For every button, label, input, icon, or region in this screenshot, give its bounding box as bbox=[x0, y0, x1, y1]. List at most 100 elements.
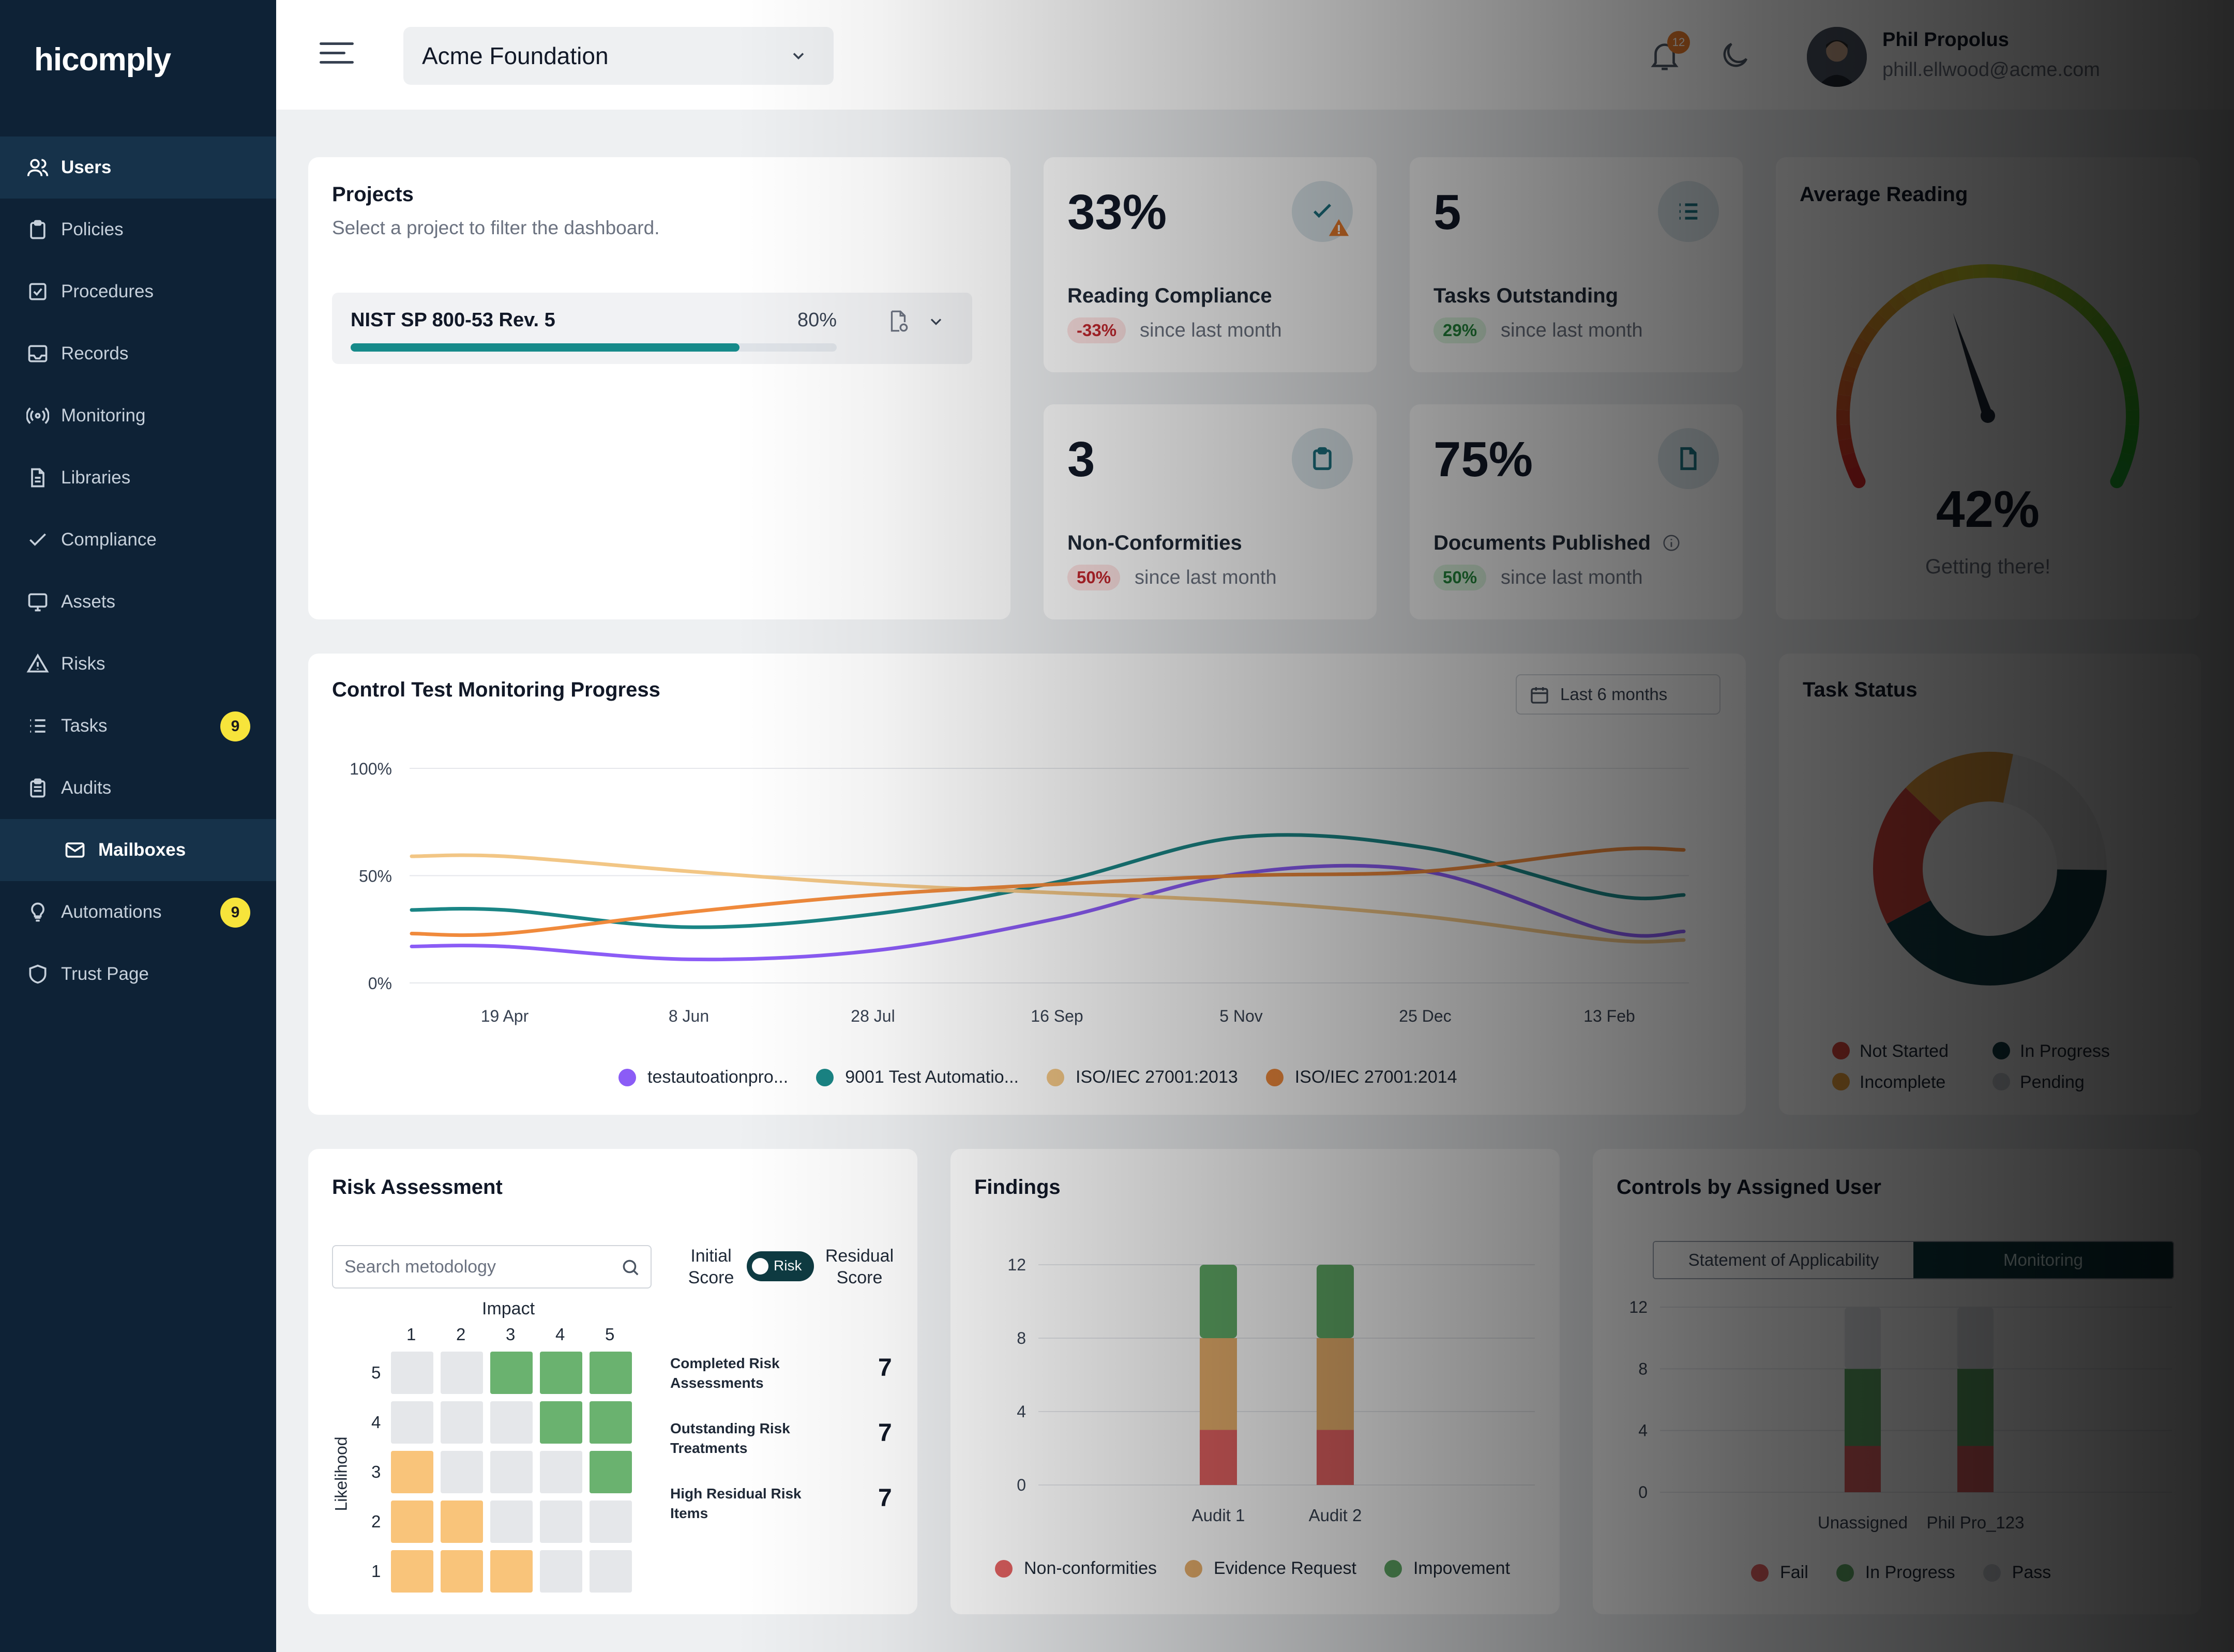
sidebar-item-tasks[interactable]: Tasks 9 bbox=[0, 695, 276, 757]
project-row[interactable]: NIST SP 800-53 Rev. 5 80% bbox=[332, 293, 972, 364]
sidebar-item-monitoring[interactable]: Monitoring bbox=[0, 385, 276, 447]
legend-label: Incomplete bbox=[1860, 1072, 1945, 1092]
legend-item[interactable]: Fail bbox=[1751, 1563, 1808, 1583]
legend-label: Pending bbox=[2020, 1072, 2085, 1092]
findings-bar-chart: 0 4 8 12 Audit 1 Audit 2 bbox=[1007, 1255, 1535, 1525]
sidebar-item-mailboxes[interactable]: Mailboxes bbox=[0, 819, 276, 881]
y-tick-label: 8 bbox=[1638, 1359, 1648, 1378]
risk-cell[interactable] bbox=[590, 1401, 632, 1444]
risk-cell[interactable] bbox=[441, 1501, 483, 1543]
y-tick-label: 0 bbox=[1638, 1483, 1648, 1502]
checkbox-icon bbox=[26, 280, 50, 304]
legend-label: ISO/IEC 27001:2014 bbox=[1294, 1067, 1457, 1087]
menu-icon[interactable] bbox=[320, 42, 354, 64]
risk-cell[interactable] bbox=[590, 1451, 632, 1493]
stat-change-badge: 50% bbox=[1433, 565, 1487, 590]
sidebar-item-trust-page[interactable]: Trust Page bbox=[0, 943, 276, 1005]
sidebar-item-automations[interactable]: Automations 9 bbox=[0, 881, 276, 943]
risk-cell[interactable] bbox=[590, 1501, 632, 1543]
likelihood-label: Likelihood bbox=[331, 1436, 351, 1511]
risk-cell[interactable] bbox=[441, 1401, 483, 1444]
sidebar-item-policies[interactable]: Policies bbox=[0, 199, 276, 261]
legend-item[interactable]: Evidence Request bbox=[1184, 1558, 1356, 1579]
risk-cell[interactable] bbox=[540, 1451, 582, 1493]
chevron-down-icon[interactable] bbox=[927, 312, 945, 331]
risk-cell[interactable] bbox=[391, 1501, 433, 1543]
list-icon bbox=[26, 714, 50, 738]
sidebar-item-risks[interactable]: Risks bbox=[0, 633, 276, 695]
controls-legend: Fail In Progress Pass bbox=[1751, 1563, 2079, 1583]
sidebar-item-label: Policies bbox=[61, 219, 124, 239]
risk-cell[interactable] bbox=[540, 1550, 582, 1593]
sidebar-item-audits[interactable]: Audits bbox=[0, 757, 276, 819]
avatar[interactable] bbox=[1807, 27, 1867, 87]
sidebar-item-assets[interactable]: Assets bbox=[0, 571, 276, 633]
legend-swatch bbox=[1983, 1564, 2001, 1582]
sidebar-item-libraries[interactable]: Libraries bbox=[0, 447, 276, 509]
stat-value: 33% bbox=[1067, 185, 1167, 240]
risk-cell[interactable] bbox=[490, 1451, 533, 1493]
risk-cell[interactable] bbox=[540, 1401, 582, 1444]
risk-cell[interactable] bbox=[441, 1352, 483, 1394]
risk-cell[interactable] bbox=[391, 1401, 433, 1444]
legend-item[interactable]: testautoationpro... bbox=[618, 1067, 788, 1087]
legend-item[interactable]: 9001 Test Automatio... bbox=[816, 1067, 1019, 1087]
risk-cell[interactable] bbox=[490, 1401, 533, 1444]
gauge-arc-segment bbox=[1927, 271, 1946, 290]
risk-cell[interactable] bbox=[441, 1451, 483, 1493]
count-badge: 9 bbox=[220, 898, 250, 928]
stat-change-badge: -33% bbox=[1067, 317, 1126, 343]
y-tick-label: 12 bbox=[1629, 1298, 1648, 1316]
list-icon bbox=[1658, 181, 1719, 242]
sidebar-item-label: Users bbox=[61, 157, 112, 177]
legend-item[interactable]: ISO/IEC 27001:2013 bbox=[1047, 1067, 1238, 1087]
gauge-arc-segment bbox=[2121, 438, 2138, 456]
sidebar-item-label: Tasks bbox=[61, 716, 108, 736]
likelihood-tick: 4 bbox=[371, 1413, 381, 1432]
findings-legend: Non-conformities Evidence Request Impoveme… bbox=[995, 1558, 1538, 1579]
info-icon[interactable] bbox=[1662, 533, 1681, 553]
document-icon bbox=[26, 466, 50, 490]
sidebar-item-label: Monitoring bbox=[61, 405, 146, 426]
legend-label: testautoationpro... bbox=[647, 1067, 789, 1087]
sidebar-item-compliance[interactable]: Compliance bbox=[0, 509, 276, 571]
risk-cell[interactable] bbox=[490, 1550, 533, 1593]
search-input[interactable]: Search metodology bbox=[332, 1245, 652, 1289]
y-tick-label: 100% bbox=[350, 760, 392, 778]
sidebar-item-records[interactable]: Records bbox=[0, 323, 276, 385]
lightbulb-icon bbox=[26, 900, 50, 924]
risk-cell[interactable] bbox=[441, 1550, 483, 1593]
shield-icon bbox=[26, 962, 50, 986]
risk-toggle[interactable]: Risk bbox=[747, 1251, 814, 1281]
x-tick-label: 5 Nov bbox=[1219, 1007, 1263, 1025]
initial-score-label: Initial Score bbox=[688, 1246, 734, 1287]
moon-icon[interactable] bbox=[1718, 38, 1752, 72]
risk-cell[interactable] bbox=[391, 1451, 433, 1493]
gauge-hub bbox=[1981, 408, 1995, 423]
risk-cell[interactable] bbox=[490, 1352, 533, 1394]
sidebar-item-users[interactable]: Users bbox=[0, 137, 276, 199]
risk-cell[interactable] bbox=[490, 1501, 533, 1543]
risk-cell[interactable] bbox=[391, 1352, 433, 1394]
org-select[interactable]: Acme Foundation bbox=[403, 27, 834, 85]
risk-cell[interactable] bbox=[391, 1550, 433, 1593]
legend-item[interactable]: Non-conformities bbox=[995, 1558, 1157, 1579]
risk-cell[interactable] bbox=[540, 1501, 582, 1543]
legend-item[interactable]: Impovement bbox=[1384, 1558, 1510, 1579]
document-settings-icon[interactable] bbox=[885, 308, 911, 334]
legend-item[interactable]: Pass bbox=[1983, 1563, 2051, 1583]
project-progress-track bbox=[351, 343, 837, 352]
sidebar-item-procedures[interactable]: Procedures bbox=[0, 261, 276, 323]
risk-cell[interactable] bbox=[590, 1550, 632, 1593]
risk-cell[interactable] bbox=[540, 1352, 582, 1394]
legend-label: Evidence Request bbox=[1213, 1558, 1356, 1578]
logo[interactable]: hicomply bbox=[34, 42, 171, 78]
legend-item[interactable]: ISO/IEC 27001:2014 bbox=[1265, 1067, 1457, 1087]
stat-value: 5 bbox=[1433, 185, 1461, 240]
legend-swatch bbox=[618, 1068, 636, 1086]
risk-cell[interactable] bbox=[590, 1352, 632, 1394]
legend-item[interactable]: In Progress bbox=[1836, 1563, 1955, 1583]
y-tick-label: 4 bbox=[1017, 1402, 1026, 1421]
legend-label: In Progress bbox=[2020, 1041, 2110, 1061]
gauge-arc-segment bbox=[2002, 265, 2019, 281]
